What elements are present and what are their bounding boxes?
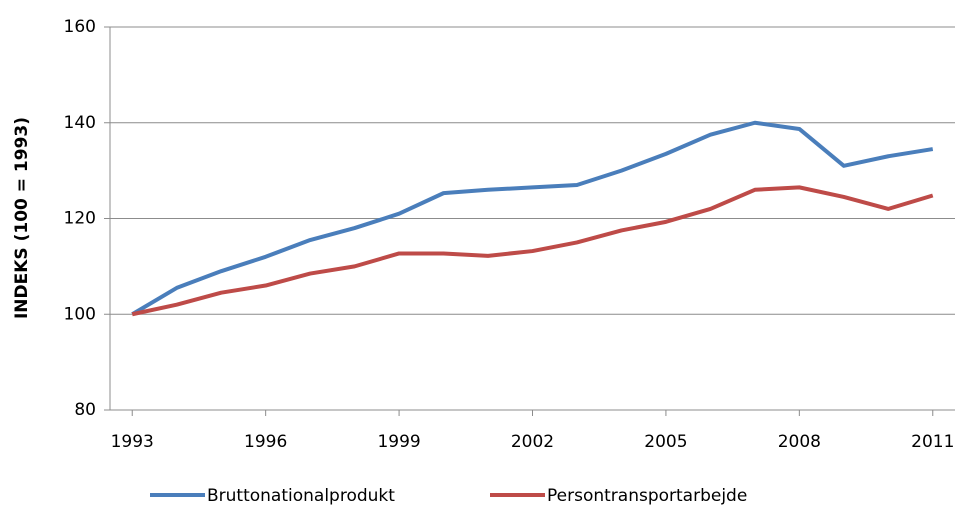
y-tick-label: 100 [64, 304, 96, 324]
x-tick-label: 2002 [511, 432, 554, 452]
x-tick-label: 1993 [111, 432, 154, 452]
y-tick-label: 140 [64, 113, 96, 133]
y-tick-label: 160 [64, 17, 96, 37]
x-tick-label: 1996 [244, 432, 287, 452]
x-tick-label: 1999 [377, 432, 420, 452]
legend-label: Persontransportarbejde [547, 486, 747, 506]
y-axis-title: INDEKS (100 = 1993) [12, 117, 32, 319]
x-tick-label: 2008 [778, 432, 821, 452]
y-tick-label: 80 [74, 400, 96, 420]
line-series [131, 185, 934, 317]
x-tick-label: 2005 [644, 432, 687, 452]
y-tick-label: 120 [64, 209, 96, 229]
x-tick-label: 2011 [911, 432, 954, 452]
line-series [131, 120, 934, 316]
legend-label: Bruttonationalprodukt [207, 486, 395, 506]
